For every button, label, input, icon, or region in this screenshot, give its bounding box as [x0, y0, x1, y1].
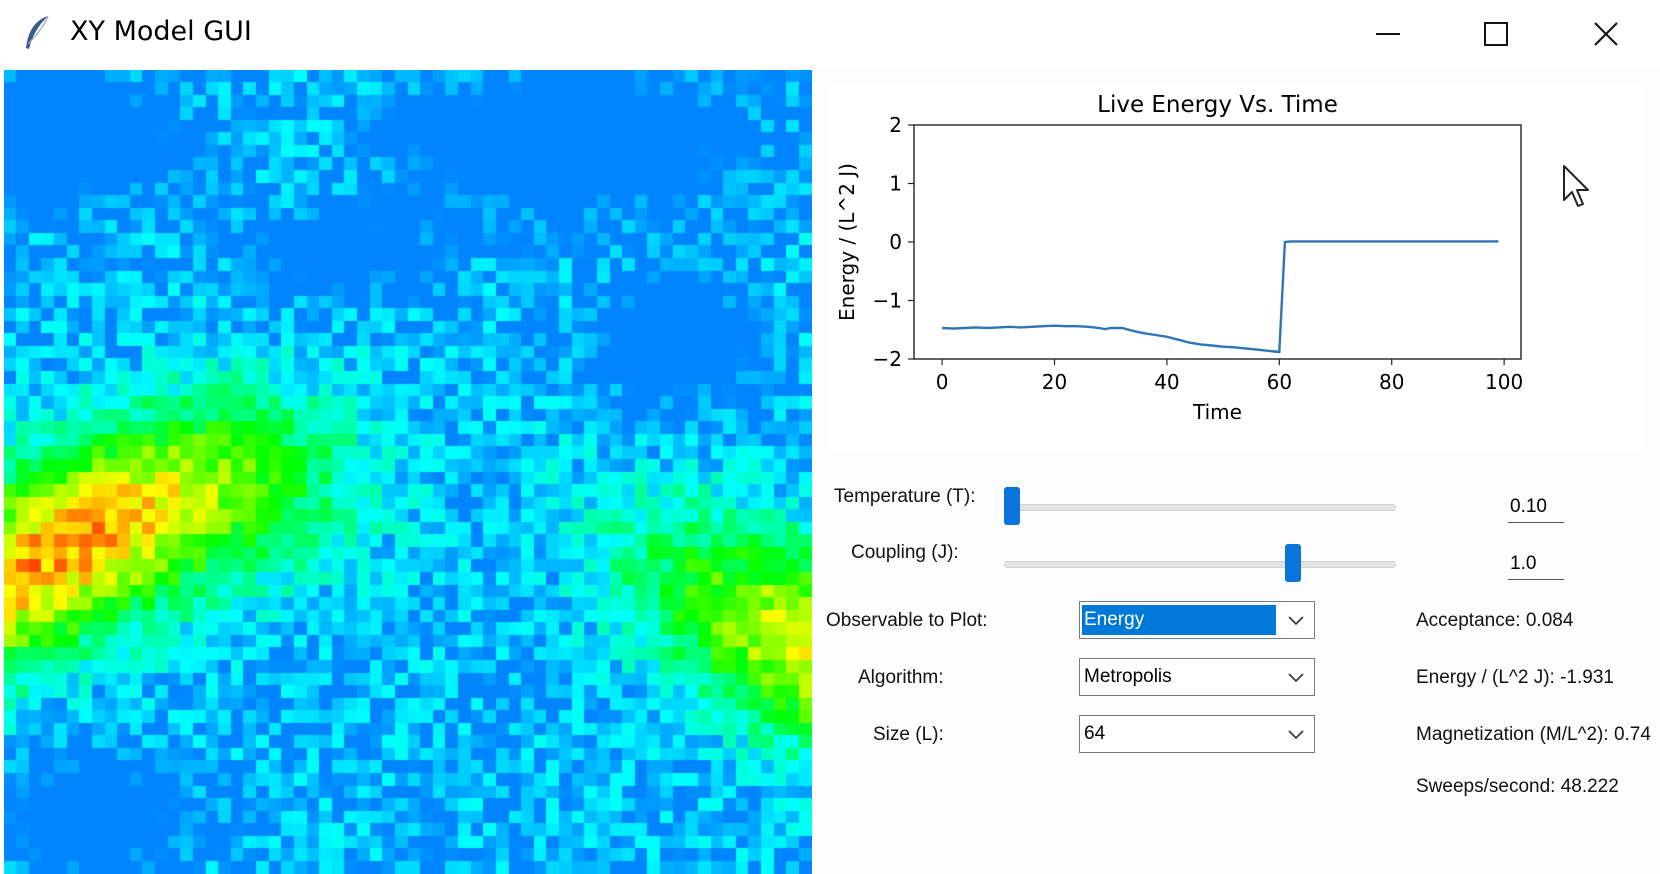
x-tick-label: 100	[1485, 370, 1523, 394]
coupling-slider-track[interactable]	[1004, 561, 1396, 568]
x-tick-label: 0	[936, 370, 949, 394]
algorithm-label: Algorithm:	[858, 667, 944, 688]
y-tick-label: 0	[889, 230, 902, 254]
x-axis-label: Time	[1192, 400, 1242, 424]
observable-select[interactable]: Energy	[1079, 601, 1315, 639]
spin-lattice-heatmap	[4, 70, 812, 874]
temperature-value[interactable]: 0.10	[1508, 492, 1564, 523]
title-bar: XY Model GUI	[0, 0, 1660, 68]
acceptance-readout: Acceptance: 0.084	[1416, 610, 1574, 631]
close-icon	[1594, 22, 1618, 46]
mouse-cursor-icon	[1563, 165, 1589, 207]
x-tick-label: 40	[1154, 370, 1179, 394]
chevron-down-icon	[1288, 673, 1304, 683]
coupling-slider-thumb[interactable]	[1284, 544, 1301, 582]
y-axis-label: Energy / (L^2 J)	[835, 163, 859, 321]
coupling-label: Coupling (J):	[851, 542, 959, 563]
algorithm-selected: Metropolis	[1084, 666, 1172, 687]
observable-label: Observable to Plot:	[826, 610, 988, 631]
close-button[interactable]	[1556, 0, 1656, 68]
energy-series-line	[942, 240, 1499, 354]
sweeps-readout: Sweeps/second: 48.222	[1416, 776, 1619, 797]
temperature-slider-track[interactable]	[1004, 504, 1396, 511]
temperature-label: Temperature (T):	[834, 486, 976, 507]
y-tick-label: −1	[873, 289, 902, 313]
algorithm-select[interactable]: Metropolis	[1079, 658, 1315, 696]
x-tick-label: 80	[1379, 370, 1404, 394]
energy-plot-svg: Live Energy Vs. Time Time Energy / (L^2 J)…	[835, 92, 1523, 424]
maximize-icon	[1484, 22, 1508, 46]
coupling-value[interactable]: 1.0	[1508, 549, 1564, 580]
magnetization-readout: Magnetization (M/L^2): 0.74	[1416, 724, 1651, 745]
size-label: Size (L):	[873, 724, 944, 745]
x-tick-label: 60	[1267, 370, 1292, 394]
size-select[interactable]: 64	[1079, 715, 1315, 753]
temperature-slider-thumb[interactable]	[1003, 487, 1020, 525]
y-tick-label: −2	[873, 347, 902, 371]
minimize-icon	[1376, 33, 1400, 35]
window-title: XY Model GUI	[70, 16, 252, 47]
energy-readout: Energy / (L^2 J): -1.931	[1416, 667, 1614, 688]
chevron-down-icon	[1288, 730, 1304, 740]
feather-icon	[26, 15, 49, 49]
chevron-down-icon	[1288, 616, 1304, 626]
x-tick-label: 20	[1042, 370, 1067, 394]
minimize-button[interactable]	[1338, 0, 1438, 68]
y-tick-label: 1	[889, 172, 902, 196]
maximize-button[interactable]	[1446, 0, 1546, 68]
observable-selected: Energy	[1082, 605, 1276, 635]
y-tick-label: 2	[889, 113, 902, 137]
plot-title: Live Energy Vs. Time	[1097, 92, 1338, 118]
energy-plot: Live Energy Vs. Time Time Energy / (L^2 J)…	[830, 82, 1642, 454]
size-selected: 64	[1084, 723, 1106, 744]
